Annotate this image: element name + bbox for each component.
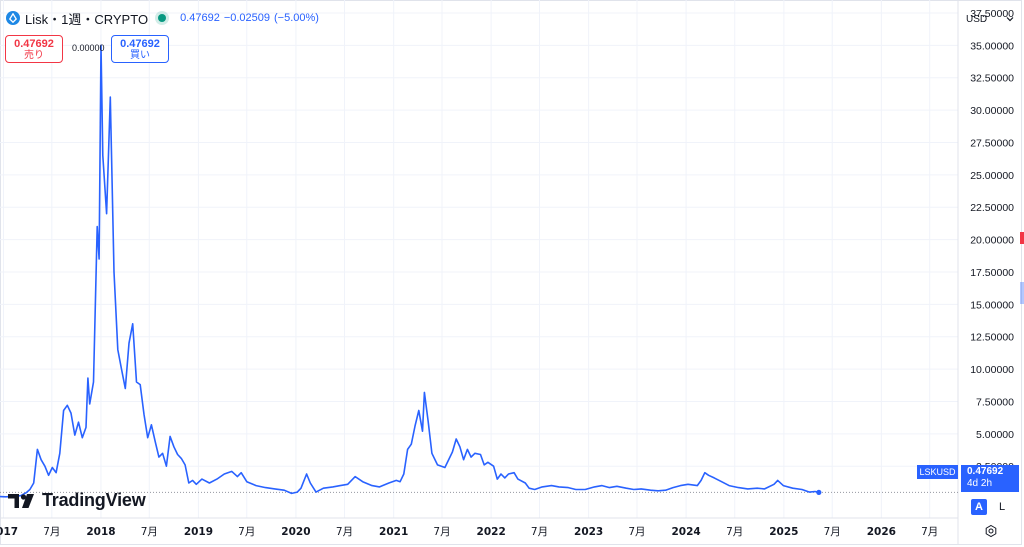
last-price-value: 0.47692 bbox=[967, 466, 1004, 477]
y-tick-label: 15.00000 bbox=[970, 299, 1014, 311]
gear-icon[interactable] bbox=[984, 524, 998, 538]
auto-scale-button[interactable]: A bbox=[971, 499, 987, 515]
log-scale-button[interactable]: L bbox=[998, 501, 1006, 513]
chart-header: Lisk・1週・CRYPTO 0.47692 −0.02509 (−5.00%) bbox=[6, 8, 323, 28]
bar-countdown: 4d 2h bbox=[967, 478, 993, 489]
y-tick-label: 30.00000 bbox=[970, 105, 1014, 117]
x-tick-label: 7月 bbox=[824, 526, 841, 538]
chart-grid bbox=[0, 0, 958, 518]
x-tick-label: 7月 bbox=[628, 526, 645, 538]
x-tick-label: 7月 bbox=[726, 526, 743, 538]
price-axis-labels: 2.500005.000007.5000010.0000012.5000015.… bbox=[970, 8, 1014, 473]
y-tick-label: 37.50000 bbox=[970, 8, 1014, 20]
y-tick-label: 25.00000 bbox=[970, 170, 1014, 182]
y-tick-label: 22.50000 bbox=[970, 202, 1014, 214]
tradingview-logo[interactable]: TradingView bbox=[8, 490, 146, 511]
chevron-down-icon bbox=[1006, 14, 1014, 25]
x-tick-label: 7月 bbox=[921, 526, 938, 538]
x-tick-label: 2021 bbox=[379, 526, 408, 538]
y-tick-label: 17.50000 bbox=[970, 267, 1014, 279]
last-price-label: 0.47692 4d 2h bbox=[961, 465, 1019, 492]
y-tick-label: 35.00000 bbox=[970, 40, 1014, 52]
symbol-price-label: LSKUSD bbox=[917, 465, 958, 479]
x-tick-label: 7月 bbox=[141, 526, 158, 538]
y-tick-label: 7.50000 bbox=[976, 396, 1014, 408]
y-tick-label: 27.50000 bbox=[970, 137, 1014, 149]
y-tick-label: 12.50000 bbox=[970, 332, 1014, 344]
x-tick-label: 2017 bbox=[0, 526, 18, 538]
y-tick-label: 10.00000 bbox=[970, 364, 1014, 376]
x-tick-label: 7月 bbox=[433, 526, 450, 538]
x-tick-label: 7月 bbox=[43, 526, 60, 538]
sell-edge-marker bbox=[1020, 232, 1024, 244]
lisk-logo-icon bbox=[6, 11, 20, 25]
buy-button[interactable]: 0.47692 買い bbox=[111, 35, 169, 63]
last-price-readout: 0.47692 bbox=[180, 12, 220, 24]
buy-label: 買い bbox=[130, 50, 150, 61]
x-tick-label: 2022 bbox=[477, 526, 506, 538]
x-tick-label: 2019 bbox=[184, 526, 213, 538]
tradingview-logo-text: TradingView bbox=[42, 490, 146, 510]
currency-label: USD bbox=[966, 13, 988, 25]
x-tick-label: 2026 bbox=[867, 526, 896, 538]
buy-price: 0.47692 bbox=[120, 38, 160, 50]
buy-edge-marker bbox=[1020, 282, 1024, 304]
x-tick-label: 7月 bbox=[336, 526, 353, 538]
currency-selector[interactable]: USD bbox=[962, 9, 1018, 29]
spread-value: 0.00000 bbox=[72, 43, 105, 53]
sell-label: 売り bbox=[24, 50, 44, 61]
time-axis-labels: 2017 7月 2018 7月 2019 7月 2020 7月 2021 7月 2022 7月 2023… bbox=[0, 526, 938, 538]
change-readout: −0.02509 bbox=[223, 12, 271, 24]
x-tick-label: 2024 bbox=[671, 526, 700, 538]
x-tick-label: 2018 bbox=[86, 526, 115, 538]
x-tick-label: 7月 bbox=[238, 526, 255, 538]
symbol-title[interactable]: Lisk・1週・CRYPTO bbox=[25, 11, 149, 27]
market-status-dot bbox=[158, 14, 167, 22]
x-tick-label: 2025 bbox=[769, 526, 798, 538]
series-line-lskusd bbox=[0, 44, 820, 498]
sell-price: 0.47692 bbox=[14, 38, 54, 50]
x-tick-label: 2020 bbox=[281, 526, 310, 538]
change-percent-readout: (−5.00%) bbox=[274, 12, 319, 24]
last-price-dot bbox=[816, 489, 822, 495]
x-tick-label: 2023 bbox=[574, 526, 603, 538]
y-tick-label: 5.00000 bbox=[976, 429, 1014, 441]
y-tick-label: 20.00000 bbox=[970, 235, 1014, 247]
sell-button[interactable]: 0.47692 売り bbox=[5, 35, 63, 63]
y-tick-label: 32.50000 bbox=[970, 73, 1014, 85]
tradingview-logo-icon bbox=[8, 493, 34, 508]
x-tick-label: 7月 bbox=[531, 526, 548, 538]
